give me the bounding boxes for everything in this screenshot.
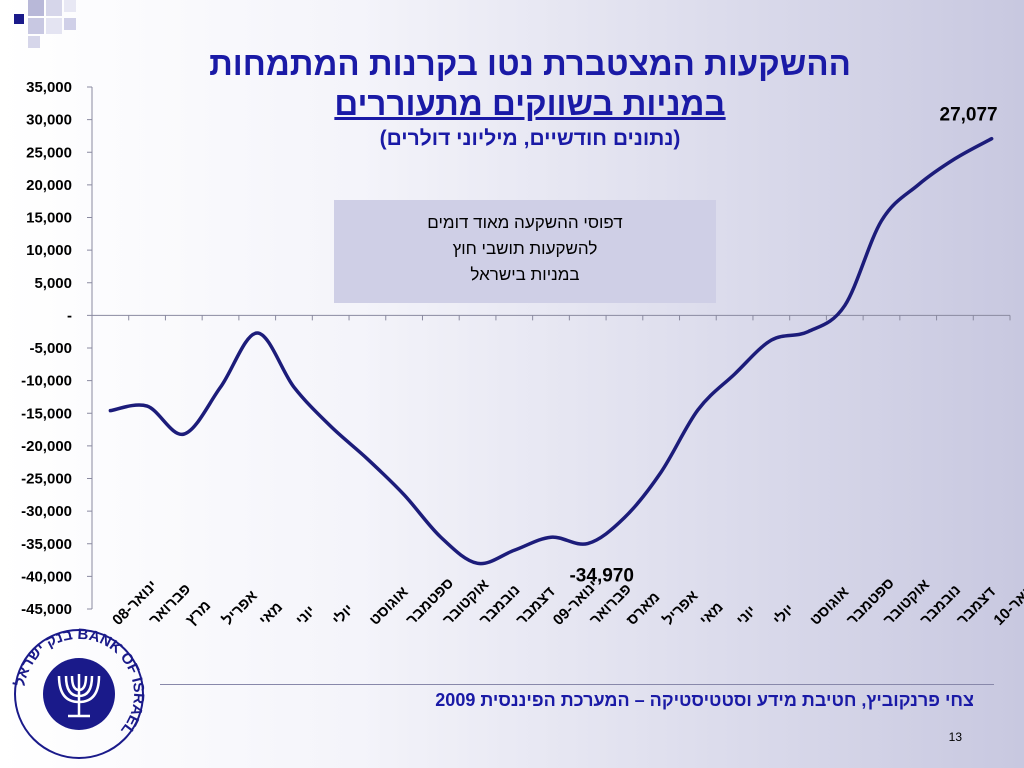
x-tick-label: אפריל	[660, 587, 702, 629]
callout-line: דפוסי ההשקעה מאוד דומים	[427, 213, 623, 232]
y-axis-ticks: 35,000 30,000 25,000 20,000 15,000 10,000 5,00…	[21, 79, 92, 618]
y-tick-label: 30,000	[26, 112, 72, 129]
menorah-icon	[57, 674, 101, 718]
title-block: ההשקעות המצטברת נטו בקרנות המתמחות במניו…	[120, 44, 940, 154]
data-label: -34,970	[569, 566, 633, 587]
callout-box: דפוסי ההשקעה מאוד דומים להשקעות תושבי חו…	[334, 200, 716, 303]
x-tick-label: יולי	[770, 601, 798, 629]
y-tick-label: -15,000	[21, 405, 72, 422]
y-tick-label: -25,000	[21, 471, 72, 488]
x-tick-label: יולי	[329, 601, 357, 629]
y-tick-label: 20,000	[26, 177, 72, 194]
chart-subtitle: (נתונים חודשיים, מיליוני דולרים)	[379, 127, 681, 150]
y-tick-label: -10,000	[21, 373, 72, 390]
y-tick-label: 5,000	[34, 275, 72, 292]
x-tick-label: אוגוסט	[807, 583, 852, 628]
y-tick-label: -	[67, 307, 72, 324]
y-tick-label: 10,000	[26, 242, 72, 259]
y-tick-label: -40,000	[21, 568, 72, 585]
y-tick-label: -5,000	[29, 340, 72, 357]
footer-credit: צחי פרנקוביץ, חטיבת מידע וסטטיסטיקה – המ…	[435, 690, 974, 710]
footer-divider	[160, 684, 994, 685]
x-tick-label: יוני	[293, 603, 319, 629]
callout-line: במניות בישראל	[470, 265, 580, 284]
x-tick-label: ינואר-10	[990, 577, 1024, 629]
data-label: 27,077	[940, 105, 998, 126]
series-line	[108, 136, 994, 566]
y-tick-label: -20,000	[21, 438, 72, 455]
y-tick-label: 35,000	[26, 79, 72, 96]
x-tick-label: מאי	[697, 599, 727, 629]
x-tick-label: יוני	[733, 603, 759, 629]
callout-line: להשקעות תושבי חוץ	[452, 239, 598, 258]
data-labels: -34,970 27,077	[569, 105, 997, 587]
bank-of-israel-logo: בנק ישראל BANK OF ISRAEL	[12, 626, 147, 759]
y-tick-label: -30,000	[21, 503, 72, 520]
x-tick-label: מאי	[256, 599, 286, 629]
chart-axes	[91, 87, 1010, 609]
x-tick-label: מרץ	[183, 597, 215, 629]
corner-decoration	[14, 0, 76, 48]
x-tick-label: אוגוסט	[366, 583, 411, 628]
y-tick-label: 25,000	[26, 144, 72, 161]
y-tick-label: -35,000	[21, 536, 72, 553]
x-tick-label: אפריל	[219, 587, 261, 629]
page-number: 13	[948, 730, 962, 744]
chart-title-line2: במניות בשווקים מתעוררים	[334, 85, 726, 122]
chart-title-line1: ההשקעות המצטברת נטו בקרנות המתמחות	[209, 45, 851, 82]
y-tick-label: -45,000	[21, 601, 72, 618]
y-tick-label: 15,000	[26, 210, 72, 227]
